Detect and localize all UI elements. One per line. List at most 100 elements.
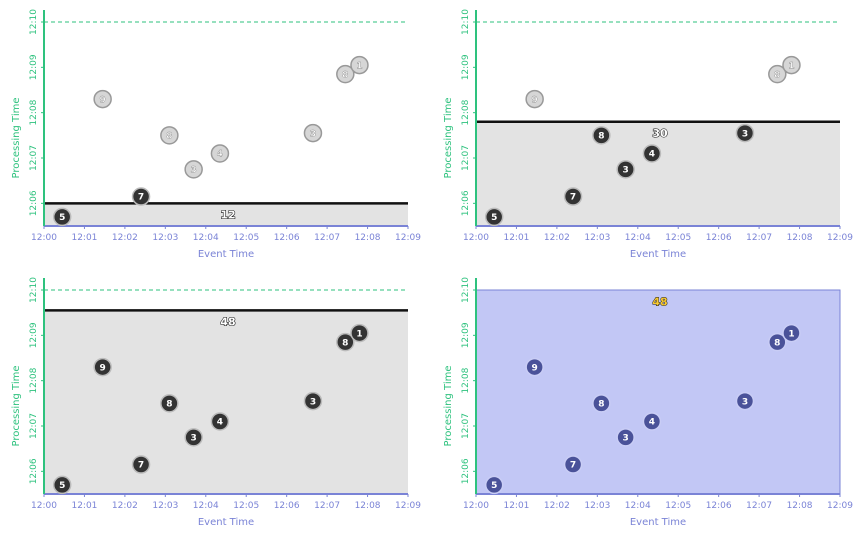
data-point: 4 <box>210 144 230 163</box>
data-point-value: 5 <box>491 213 497 223</box>
data-point: 5 <box>484 207 504 227</box>
data-point-value: 4 <box>649 418 655 428</box>
data-point-value: 3 <box>623 434 629 444</box>
chart-panel-1: 12:00 12:01 12:02 12:03 12:04 12:05 12:06 12:07… <box>11 9 421 260</box>
data-point: 3 <box>735 123 755 143</box>
data-point: 8 <box>768 332 787 352</box>
y-tick-label: 12:08 <box>29 99 39 125</box>
y-axis-label: Processing Time <box>443 365 454 446</box>
data-point-marker <box>210 412 230 431</box>
data-point: 5 <box>52 475 72 495</box>
x-tick-label: 12:06 <box>274 233 300 243</box>
x-tick-label: 12:03 <box>584 501 610 511</box>
data-point-value: 8 <box>774 70 780 80</box>
sum-label: 30 <box>652 127 668 140</box>
shaded-region <box>476 121 840 226</box>
x-tick-label: 12:00 <box>31 501 57 511</box>
data-point: 3 <box>303 391 323 411</box>
x-tick-label: 12:03 <box>152 233 178 243</box>
x-tick-label: 12:06 <box>274 501 300 511</box>
data-point-value: 1 <box>788 61 794 71</box>
data-point-value: 7 <box>570 461 576 471</box>
x-tick-label: 12:05 <box>665 233 691 243</box>
data-point-marker <box>735 391 755 411</box>
data-point: 3 <box>184 428 203 447</box>
x-axis-label: Event Time <box>630 249 686 260</box>
data-point: 3 <box>616 160 635 179</box>
x-tick-label: 12:08 <box>787 501 813 511</box>
data-point-marker <box>484 207 504 227</box>
data-point-value: 9 <box>532 95 538 105</box>
data-point: 1 <box>782 55 801 75</box>
x-tick-label: 12:07 <box>314 233 340 243</box>
data-point-value: 1 <box>356 329 362 339</box>
y-tick-label: 12:07 <box>29 413 39 439</box>
sum-label: 48 <box>220 316 235 329</box>
data-point-value: 3 <box>742 397 748 407</box>
data-point: 1 <box>782 323 801 343</box>
data-point: 7 <box>131 455 151 474</box>
data-point-value: 8 <box>166 132 172 142</box>
x-tick-label: 12:08 <box>355 501 381 511</box>
x-tick-label: 12:09 <box>395 233 421 243</box>
x-tick-label: 12:01 <box>503 233 529 243</box>
data-point: 7 <box>563 455 583 474</box>
y-axis-label: Processing Time <box>443 97 454 178</box>
x-tick-label: 12:01 <box>71 233 97 243</box>
y-tick-label: 12:07 <box>29 145 39 171</box>
x-tick-label: 12:04 <box>625 233 651 243</box>
data-point-value: 4 <box>217 418 223 428</box>
x-tick-label: 12:02 <box>544 501 570 511</box>
x-tick-label: 12:00 <box>463 501 489 511</box>
data-point-value: 7 <box>570 193 576 203</box>
data-point-value: 8 <box>342 70 348 80</box>
data-point: 9 <box>93 357 112 377</box>
y-tick-label: 12:10 <box>461 277 471 303</box>
x-axis-label: Event Time <box>630 517 686 528</box>
data-point-value: 4 <box>217 150 223 160</box>
x-tick-label: 12:06 <box>706 233 732 243</box>
data-point-value: 7 <box>138 461 144 471</box>
data-point-marker <box>768 64 787 84</box>
x-tick-label: 12:07 <box>746 233 772 243</box>
x-tick-label: 12:09 <box>827 501 853 511</box>
data-point: 5 <box>484 475 504 495</box>
data-point-marker <box>184 160 203 179</box>
x-tick-label: 12:06 <box>706 501 732 511</box>
x-tick-label: 12:05 <box>233 233 259 243</box>
x-tick-label: 12:03 <box>584 233 610 243</box>
data-point-marker <box>93 89 112 109</box>
data-point: 8 <box>160 394 179 413</box>
data-point: 4 <box>642 144 662 163</box>
data-point-value: 3 <box>191 434 197 444</box>
x-tick-label: 12:08 <box>355 233 381 243</box>
data-point-marker <box>563 187 583 206</box>
data-point: 7 <box>131 187 151 206</box>
x-tick-label: 12:08 <box>787 233 813 243</box>
data-point: 1 <box>350 55 369 75</box>
y-tick-label: 12:09 <box>461 322 471 348</box>
data-point-value: 5 <box>59 213 65 223</box>
y-tick-label: 12:10 <box>29 9 39 35</box>
y-tick-label: 12:08 <box>29 367 39 393</box>
data-point-value: 3 <box>310 129 316 139</box>
data-point: 5 <box>52 207 72 227</box>
data-point-marker <box>616 160 635 179</box>
data-point-value: 9 <box>100 363 106 373</box>
data-point: 8 <box>592 394 611 413</box>
chart-panel-2: 12:00 12:01 12:02 12:03 12:04 12:05 12:06 12:07… <box>443 9 853 260</box>
data-point-value: 8 <box>598 400 604 410</box>
data-point-value: 9 <box>100 95 106 105</box>
data-point: 7 <box>563 187 583 206</box>
data-point-marker <box>52 207 72 227</box>
data-point-value: 5 <box>491 481 497 491</box>
data-point: 8 <box>336 64 355 84</box>
data-point-marker <box>735 123 755 143</box>
x-tick-label: 12:05 <box>233 501 259 511</box>
data-point-value: 4 <box>649 150 655 160</box>
y-tick-label: 12:08 <box>461 367 471 393</box>
y-tick-label: 12:09 <box>29 54 39 80</box>
data-point-marker <box>592 126 611 145</box>
y-tick-label: 12:06 <box>29 458 39 484</box>
